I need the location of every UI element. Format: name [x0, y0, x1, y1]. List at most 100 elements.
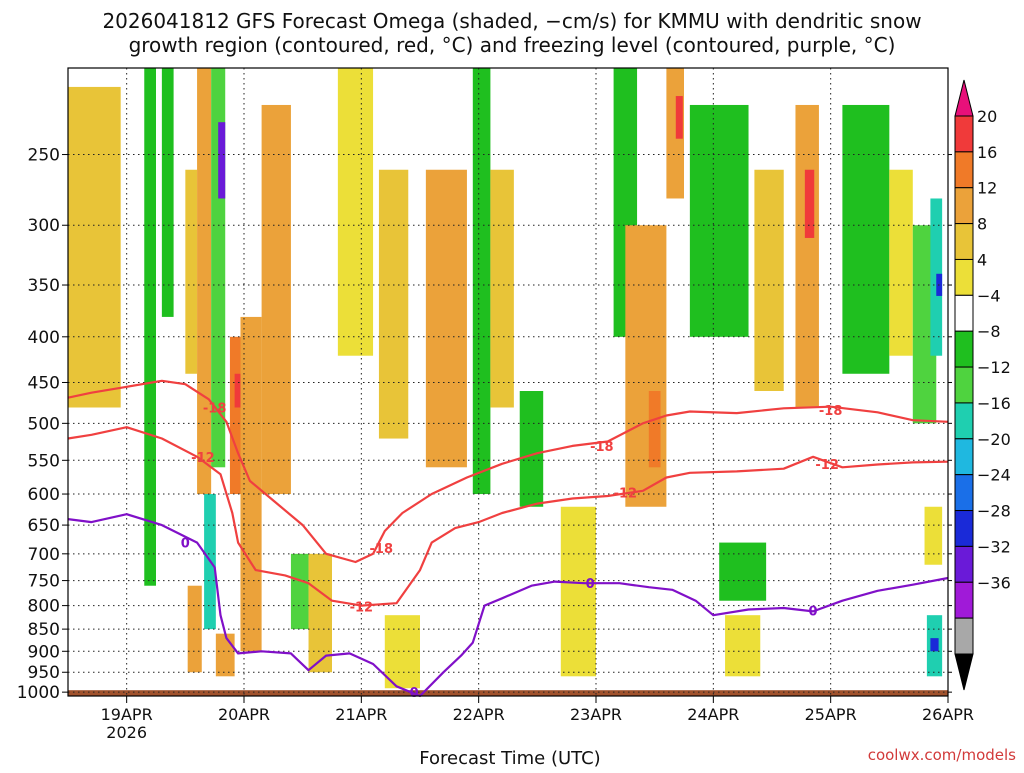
dgz-contour-m18 [67, 379, 949, 564]
y-tick-label: 400 [28, 328, 60, 348]
contour-label: -12 [815, 458, 839, 473]
omega-cell [261, 104, 291, 495]
y-tick-label: 650 [28, 516, 60, 536]
colorbar-segment [954, 438, 974, 476]
colorbar-segment [954, 545, 974, 583]
y-tick-label: 900 [28, 642, 60, 662]
colorbar-label: 16 [977, 143, 997, 162]
colorbar-top-arrow [954, 79, 974, 117]
colorbar-segment [954, 617, 974, 655]
colorbar-segment [954, 510, 974, 547]
contour-label: -12 [191, 451, 215, 466]
omega-cell [185, 169, 198, 374]
credit-link[interactable]: coolwx.com/models [868, 746, 1016, 764]
colorbar-label: −20 [977, 430, 1011, 449]
contour-label: -12 [614, 487, 638, 502]
omega-cell [804, 169, 815, 238]
x-tick-label: 19APR [101, 705, 153, 724]
colorbar-segment [954, 258, 974, 296]
colorbar-segment [954, 187, 974, 225]
y-tick-label: 350 [28, 276, 60, 296]
colorbar-label: 20 [977, 107, 997, 126]
contour-label: -18 [203, 402, 227, 417]
omega-cell [337, 68, 374, 356]
y-tick-label: 850 [28, 620, 60, 640]
omega-cell [930, 638, 939, 652]
colorbar: 20 16 12 8 4 −4 −8 −12 −16 −20 −24 −28 −32 −36 [954, 79, 1011, 691]
omega-cell [472, 68, 491, 495]
y-tick-label: 500 [28, 414, 60, 434]
colorbar-bottom-arrow [954, 653, 974, 691]
y-tick-label: 950 [28, 663, 60, 683]
contour-label: 0 [410, 686, 419, 701]
omega-cell [560, 506, 596, 677]
contour-label: 0 [586, 577, 595, 592]
y-tick-label: 300 [28, 216, 60, 236]
chart-title-line1: 2026041812 GFS Forecast Omega (shaded, −… [102, 9, 921, 33]
x-axis-label: Forecast Time (UTC) [419, 748, 600, 768]
colorbar-segment [954, 330, 974, 368]
colorbar-label: 8 [977, 215, 987, 234]
omega-cell [229, 336, 242, 495]
omega-cell [725, 615, 761, 677]
plot-overlay: -18 -18 -18 -18 -12 -12 -12 -12 0 0 0 0 250 300 350 400… [17, 67, 974, 742]
colorbar-label: −24 [977, 466, 1011, 485]
omega-cell [234, 373, 241, 408]
y-tick-label: 1000 [17, 683, 60, 703]
colorbar-label: −16 [977, 394, 1011, 413]
x-tick-label: 26APR [922, 705, 974, 724]
colorbar-label: 4 [977, 250, 987, 269]
omega-cell [889, 169, 913, 356]
colorbar-label: −32 [977, 537, 1011, 556]
omega-cell [144, 68, 156, 586]
dgz-contour-m12 [67, 426, 949, 607]
omega-cell [842, 104, 890, 374]
colorbar-label: −12 [977, 358, 1011, 377]
omega-cell [434, 225, 456, 383]
freezing-level-contour [67, 513, 949, 698]
omega-cell [924, 506, 943, 565]
chart-title-line2: growth region (contoured, red, °C) and f… [129, 33, 896, 57]
omega-cell [689, 104, 749, 337]
omega-cell [308, 553, 332, 673]
colorbar-label: 12 [977, 179, 997, 198]
omega-cell [218, 122, 226, 199]
contour-label: 0 [181, 537, 190, 552]
omega-cell [197, 68, 212, 495]
colorbar-segment [954, 581, 974, 619]
colorbar-label: −28 [977, 502, 1011, 521]
x-tick-label: 25APR [805, 705, 857, 724]
y-tick-label: 550 [28, 451, 60, 471]
colorbar-segment [954, 402, 974, 440]
y-tick-label: 750 [28, 572, 60, 592]
x-tick-label: 24APR [687, 705, 739, 724]
ground-band [68, 690, 948, 696]
colorbar-segment [954, 294, 974, 332]
x-tick-label: 21APR [335, 705, 387, 724]
y-tick-label: 700 [28, 545, 60, 565]
y-tick-label: 450 [28, 373, 60, 393]
contour-label: -18 [590, 440, 614, 455]
colorbar-segment [954, 474, 974, 512]
colorbar-label: −36 [977, 573, 1011, 592]
y-tick-label: 600 [28, 485, 60, 505]
x-tick-sublabel: 2026 [106, 723, 147, 742]
y-tick-label: 800 [28, 597, 60, 617]
contour-label: -12 [350, 601, 374, 616]
omega-cell [187, 585, 202, 673]
colorbar-segment [954, 366, 974, 404]
omega-cell [648, 391, 661, 468]
omega-cell [719, 542, 767, 601]
omega-cell [754, 169, 784, 392]
colorbar-label: −8 [977, 322, 1001, 341]
omega-cell [519, 391, 544, 507]
omega-cell [795, 104, 819, 408]
y-tick-label: 250 [28, 146, 60, 166]
colorbar-segment [954, 115, 974, 153]
omega-cell [161, 68, 174, 317]
omega-cell [378, 169, 409, 439]
omega-cell [68, 86, 121, 408]
colorbar-segment [954, 151, 974, 189]
colorbar-segment [954, 223, 974, 260]
